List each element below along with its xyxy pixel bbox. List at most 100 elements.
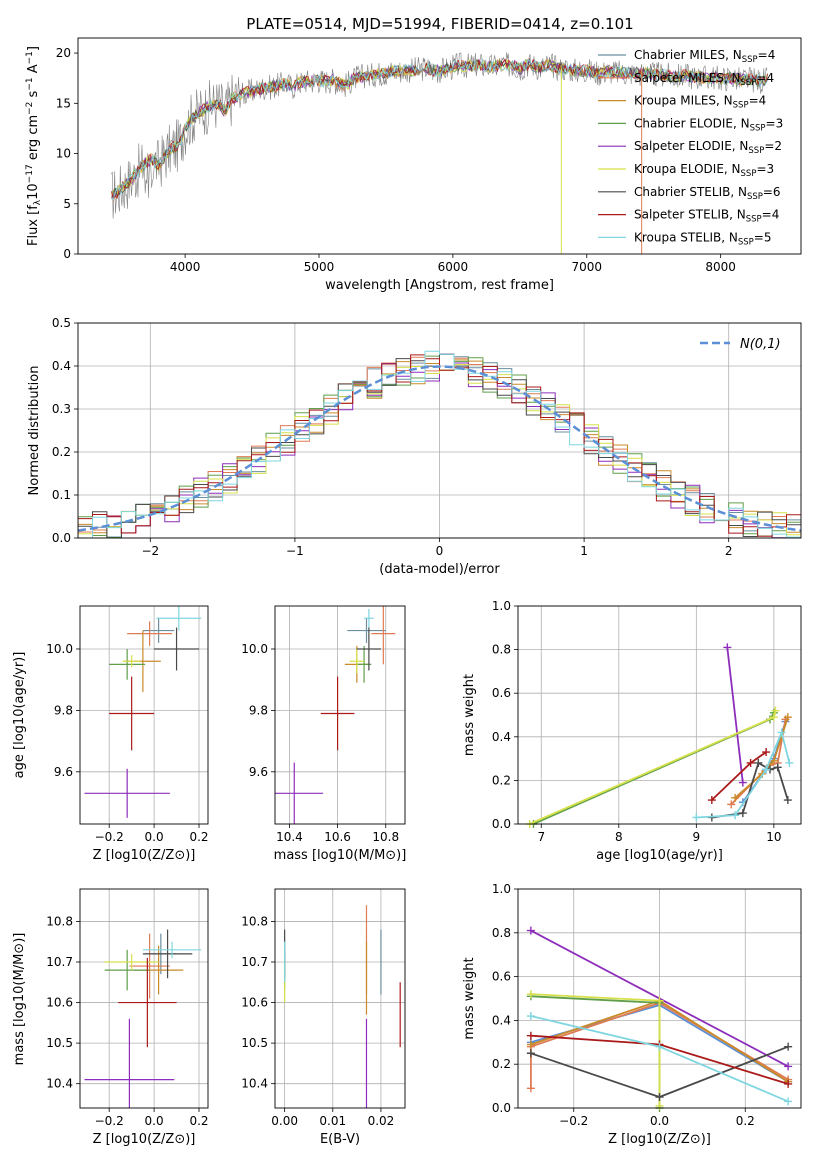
residuals-axes: −2 −1 0 1 2 0.0 0.1 0.2 0.3 0.4 0.5 (data-model)/er… [27, 316, 802, 577]
y-tick-label: 10.5 [241, 1036, 268, 1050]
x-tick-label: 7000 [572, 260, 603, 274]
mass-weight-marker-6 [526, 1049, 535, 1058]
x-tick-label: 0.0 [145, 1114, 164, 1128]
legend-sub: SSP [738, 237, 754, 247]
mass-weight-vs-metallicity-axes: −0.2 0.0 0.2 0.0 0.2 0.4 0.6 0.8 1.0 Z [log10(Z/Z… [462, 882, 802, 1147]
legend-name: Salpeter MILES, N [634, 71, 741, 85]
legend-name: Kroupa MILES, N [634, 94, 733, 108]
mass-weight-marker-5 [769, 713, 778, 722]
y-label-sup: −2 [25, 102, 35, 115]
legend-label-6: Chabrier STELIB, NSSP=6 [634, 185, 781, 202]
x-tick-label: 10.8 [372, 830, 399, 844]
y-tick-label: 0.6 [492, 686, 511, 700]
y-tick-label: 10.8 [241, 914, 268, 928]
x-tick-label: 10.6 [324, 830, 351, 844]
y-tick-label: 10.6 [46, 996, 73, 1010]
x-tick-label: 0.0 [650, 1114, 669, 1128]
mass-weight-marker-7 [707, 796, 716, 805]
axes-frame [79, 888, 209, 1109]
x-tick-label: −0.2 [559, 1114, 588, 1128]
x-axis-label: Z [log10(Z/Z⊙)] [608, 1132, 711, 1147]
mass-weight-marker-8 [784, 1097, 793, 1106]
y-tick-label: 10.4 [46, 1077, 73, 1091]
y-label-sup: −1 [25, 77, 35, 90]
y-tick-label: 1.0 [492, 599, 511, 613]
x-tick-label: 0.00 [271, 1114, 298, 1128]
normal-distribution-curve [78, 365, 801, 532]
axes-frame [517, 888, 802, 1109]
legend-sub: SSP [750, 123, 766, 133]
mass-weight-vs-age-axes: 7 8 9 10 0.0 0.2 0.4 0.6 0.8 1.0 age [log10(age/yr… [462, 599, 802, 863]
x-tick-label: 0.2 [189, 830, 208, 844]
y-tick-label: 9.8 [249, 703, 268, 717]
legend-label-5: Kroupa ELODIE, NSSP=3 [634, 162, 774, 179]
x-tick-label: 0 [436, 544, 444, 558]
y-tick-label: 10.0 [241, 642, 268, 656]
x-tick-label: −1 [286, 544, 304, 558]
y-tick-label: 10.7 [46, 955, 73, 969]
x-tick-label: 4000 [170, 260, 201, 274]
x-tick-label: 0.0 [145, 830, 164, 844]
x-tick-label: 0.01 [319, 1114, 346, 1128]
y-axis-label: Normed distribution [27, 366, 42, 496]
legend-label-7: Salpeter STELIB, NSSP=4 [634, 208, 779, 225]
y-tick-label: 0.8 [492, 926, 511, 940]
legend-name: Salpeter ELODIE, N [634, 139, 748, 153]
y-label-part: Flux [f [26, 205, 41, 246]
axes-frame [77, 37, 802, 255]
x-tick-label: 7 [537, 830, 545, 844]
mass-weight-marker-2 [526, 1040, 535, 1049]
residual-histogram-8 [78, 350, 801, 538]
x-tick-label: 2 [725, 544, 733, 558]
mass-weight-marker-2 [731, 793, 740, 802]
x-tick-label: 5000 [304, 260, 335, 274]
mass-weight-marker-5 [771, 706, 780, 715]
mass-weight-marker-8 [762, 765, 771, 774]
mass-weight-marker-2 [769, 756, 778, 765]
legend-name: Chabrier MILES, N [634, 48, 742, 62]
legend-sub: SSP [741, 78, 757, 88]
y-tick-label: 0.2 [492, 773, 511, 787]
x-axis-label: mass [log10(M/M⊙)] [274, 848, 407, 863]
y-tick-label: 10.7 [241, 955, 268, 969]
mass-vs-metallicity-axes: −0.2 0.0 0.2 10.4 10.5 10.6 10.7 10.8 Z [log10(Z… [12, 888, 209, 1147]
axes-frame [274, 888, 406, 1109]
mass-weight-marker-4 [784, 1062, 793, 1071]
legend-name: Kroupa ELODIE, N [634, 162, 741, 176]
legend-count: =4 [758, 48, 776, 62]
mass-weight-marker-7 [762, 748, 771, 757]
mass-weight-marker-5 [655, 996, 664, 1005]
y-tick-label: 0.0 [492, 817, 511, 831]
y-label-sub: λ [33, 199, 43, 205]
mass-weight-marker-7 [746, 758, 755, 767]
y-label-part: A [26, 64, 41, 77]
x-tick-label: −0.2 [95, 1114, 124, 1128]
x-tick-label: 1 [580, 544, 588, 558]
y-tick-label: 5 [63, 197, 71, 211]
y-axis-label: age [log10(age/yr)] [12, 652, 27, 779]
x-tick-label: −0.2 [95, 830, 124, 844]
y-tick-label: 0.4 [492, 730, 511, 744]
axes-frame [274, 605, 406, 825]
y-label-sup: −17 [25, 164, 35, 183]
x-tick-label: 6000 [438, 260, 469, 274]
mass-weight-marker-1 [727, 800, 736, 809]
legend-count: =4 [749, 94, 767, 108]
legend-count: =6 [763, 185, 781, 199]
y-label-part: s [26, 90, 41, 101]
legend-sub: SSP [733, 101, 749, 111]
mass-weight-marker-6 [738, 809, 747, 818]
x-tick-label: 10 [766, 830, 781, 844]
y-label-sup: −1 [25, 51, 35, 64]
figure-title: PLATE=0514, MJD=51994, FIBERID=0414, z=0… [246, 15, 633, 33]
legend-label-0: Chabrier MILES, NSSP=4 [634, 48, 775, 65]
x-axis-label: age [log10(age/yr)] [596, 848, 723, 863]
legend-count: =3 [756, 162, 774, 176]
legend-label-2: Kroupa MILES, NSSP=4 [634, 94, 766, 111]
y-tick-label: 10 [56, 147, 71, 161]
mass-weight-line-5 [529, 710, 777, 824]
y-tick-label: 10.8 [46, 914, 73, 928]
legend-sub: SSP [747, 192, 763, 202]
y-tick-label: 10.6 [241, 996, 268, 1010]
